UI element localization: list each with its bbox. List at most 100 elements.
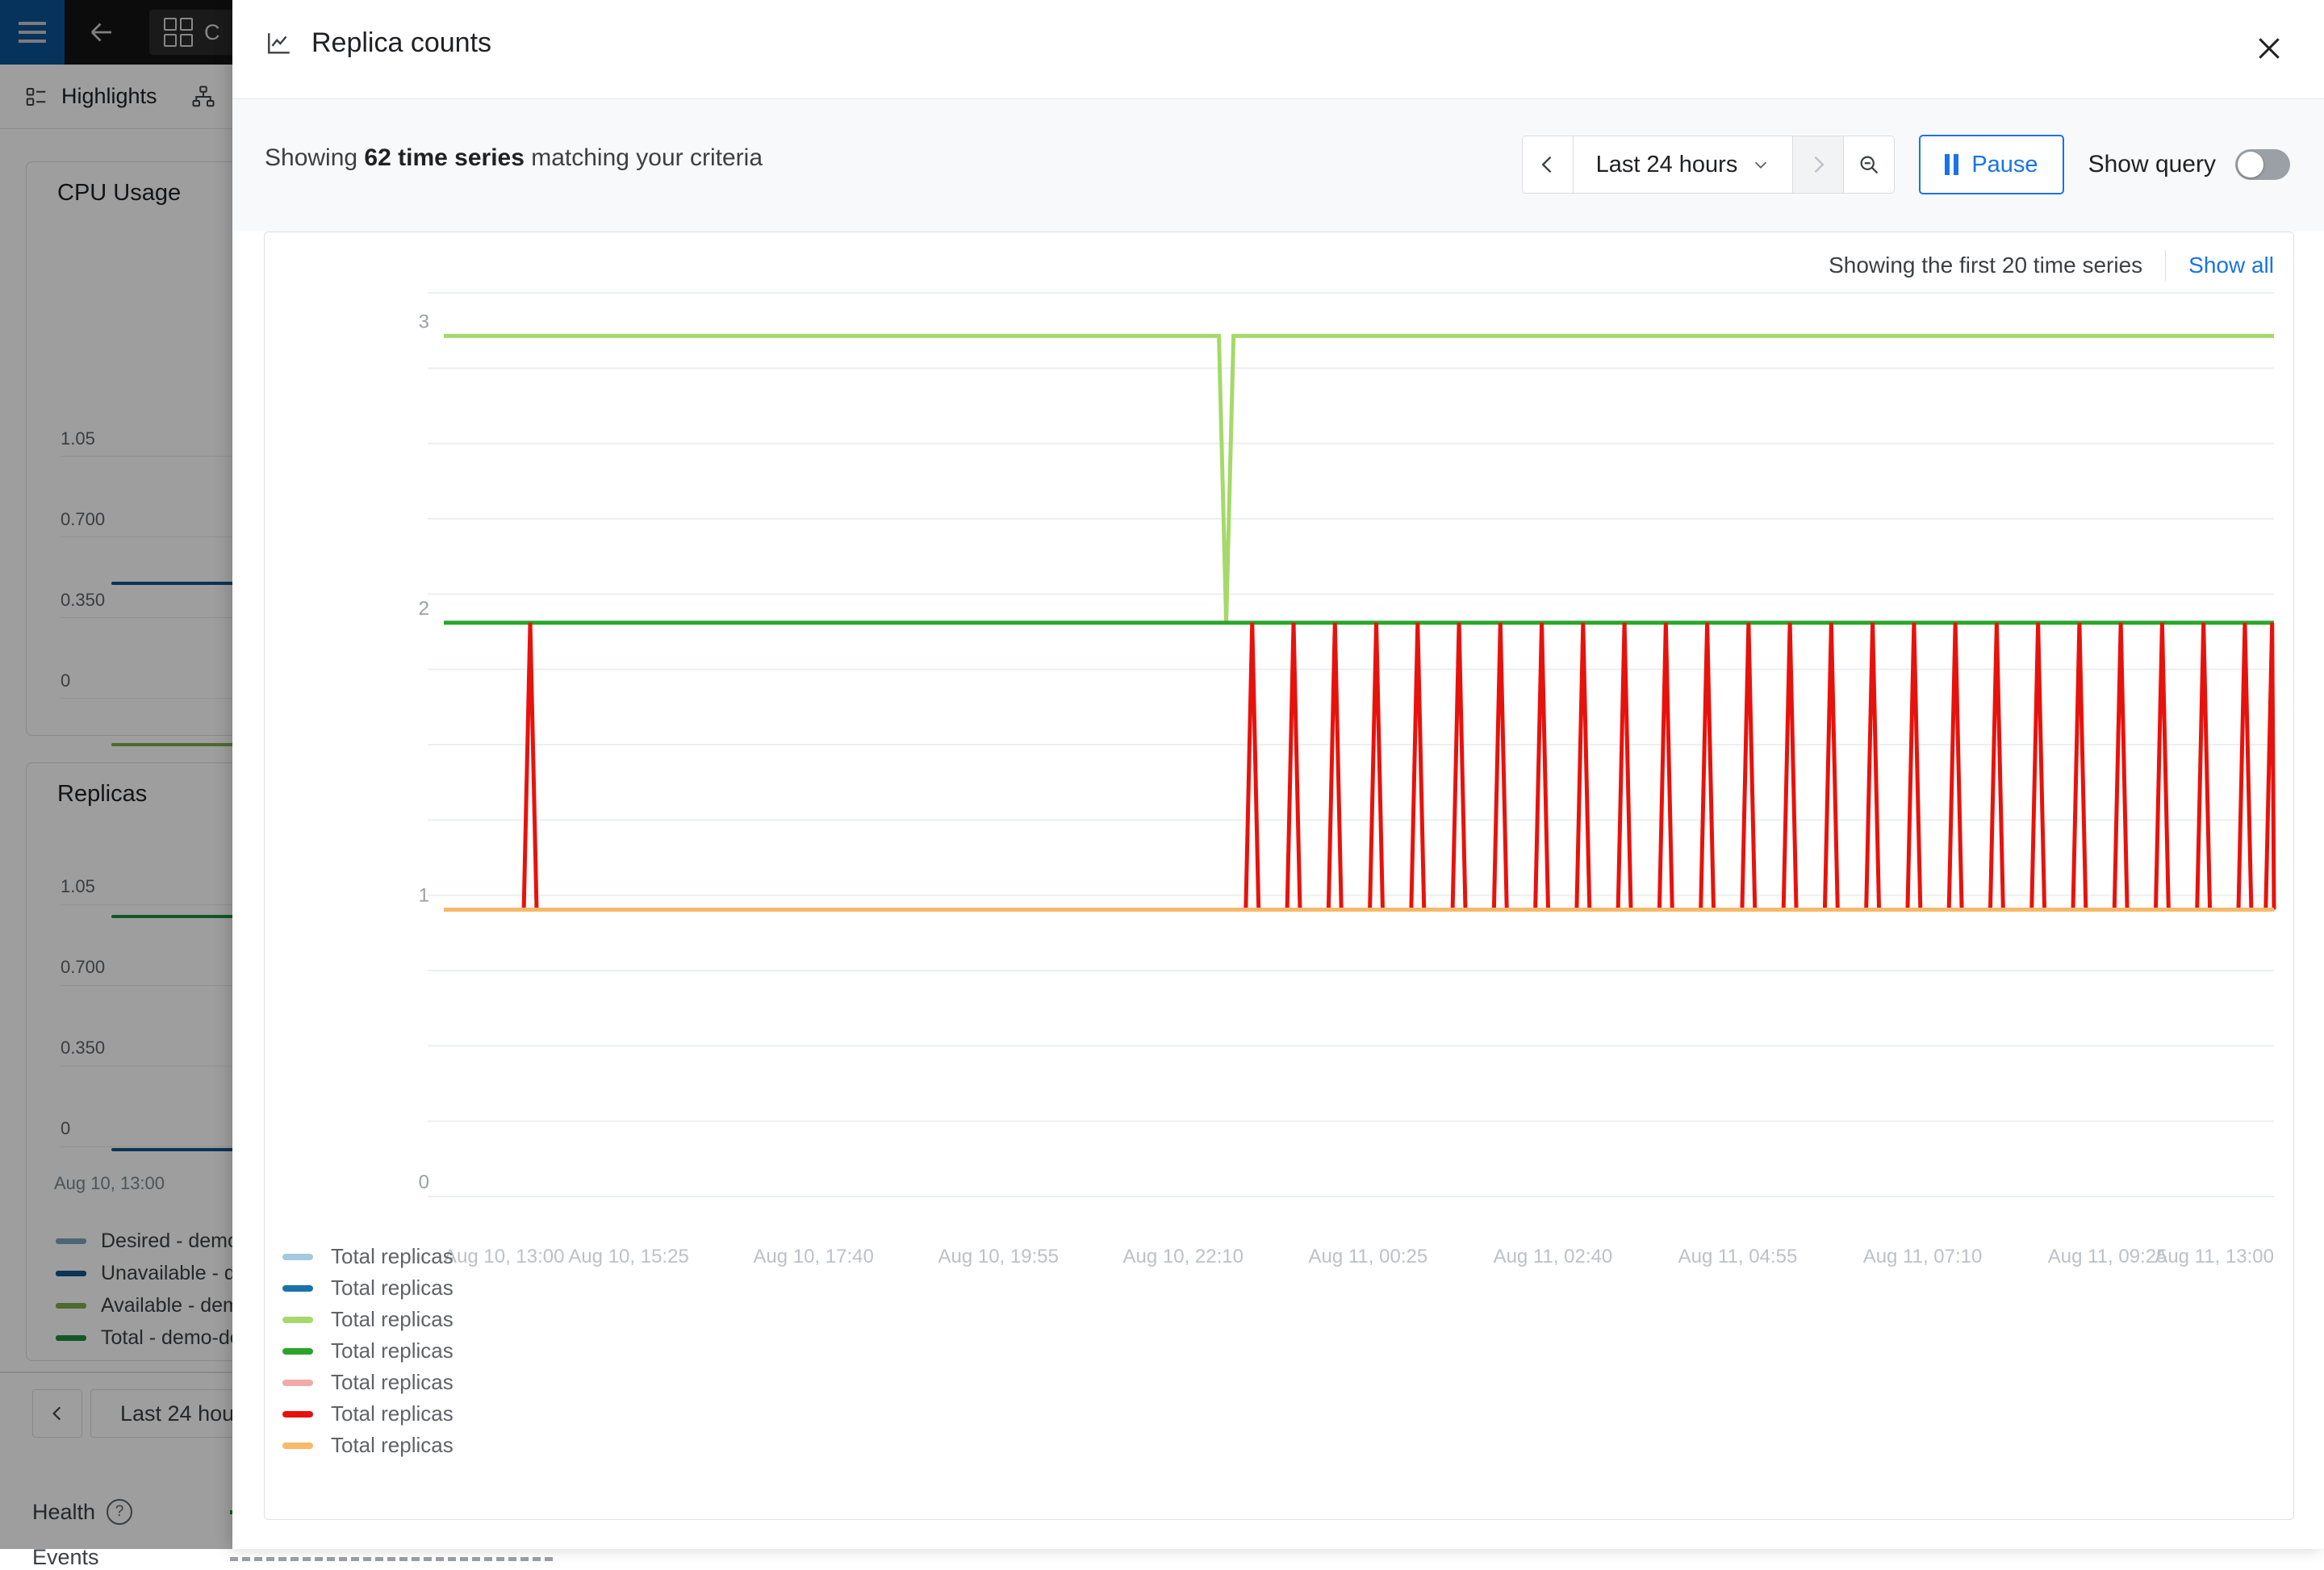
legend-item[interactable]: Unavailable - de (56, 1262, 247, 1285)
y-tick-label: 0.700 (61, 509, 106, 529)
legend-swatch (282, 1253, 313, 1260)
tab-highlights[interactable]: Highlights (24, 84, 157, 109)
legend-swatch (56, 1238, 86, 1244)
chevron-left-icon (1541, 156, 1551, 173)
x-tick-label: Aug 10, 13:00 (444, 1246, 564, 1267)
legend-label: Desired - demo- (101, 1230, 246, 1252)
legend-item[interactable]: Total replicas (282, 1272, 454, 1304)
legend-item[interactable]: Total - demo-de (56, 1326, 241, 1350)
chevron-left-icon (52, 1406, 61, 1421)
legend-swatch (56, 1303, 86, 1309)
modal-header: Replica counts (232, 0, 2324, 99)
y-tick-label: 1 (419, 884, 429, 906)
legend-label: Total replicas (331, 1244, 454, 1268)
topology-icon (192, 86, 215, 106)
y-tick-label: 1.05 (61, 876, 95, 896)
legend-swatch (282, 1284, 313, 1292)
replica-counts-plot[interactable]: 0 1 2 3 Aug 10, 13:00 Aug 10, 15:25 Aug 10, 17… (265, 232, 2293, 1519)
zoom-out-icon (1860, 156, 1879, 174)
hamburger-menu-icon[interactable] (0, 0, 65, 65)
legend-item[interactable]: Total replicas (282, 1398, 454, 1430)
zoom-out-button[interactable] (1844, 136, 1895, 193)
timerange-value: Last 24 hours (120, 1401, 253, 1426)
timerange-value: Last 24 hours (1595, 151, 1738, 177)
series-line (444, 333, 2274, 623)
page-title: Replica counts (311, 27, 492, 58)
series-line (444, 622, 2276, 912)
x-tick-label: Aug 11, 02:40 (1494, 1246, 1613, 1267)
series-summary-suffix: matching your criteria (524, 144, 763, 171)
legend-item[interactable]: Total replicas (282, 1367, 454, 1398)
x-tick-label: Aug 11, 13:00 (2155, 1246, 2274, 1267)
series-summary-count: 62 time series (364, 144, 525, 171)
legend-swatch (282, 1410, 313, 1418)
series-limit-note: Showing the first 20 time series (1829, 253, 2143, 278)
legend-swatch (56, 1271, 86, 1276)
x-tick-label: Aug 11, 07:10 (1863, 1246, 1983, 1267)
y-tick-label: 0 (61, 1118, 71, 1138)
show-all-link[interactable]: Show all (2188, 253, 2274, 278)
legend-item[interactable]: Available - demo (56, 1294, 251, 1317)
help-circle-icon[interactable]: ? (107, 1499, 133, 1525)
health-row: Health ? (32, 1499, 133, 1525)
legend-label: Available - demo (101, 1294, 251, 1317)
legend-item[interactable]: Total replicas (282, 1335, 454, 1367)
chart-legend: Total replicas Total replicas Total replic… (282, 1241, 454, 1461)
toolbar-controls: Last 24 hours Pause Show query (1521, 135, 2290, 194)
x-tick-label: Aug 11, 00:25 (1308, 1246, 1427, 1267)
health-label: Health (32, 1499, 96, 1524)
legend-label: Unavailable - de (101, 1262, 247, 1284)
y-tick-label: 3 (419, 311, 429, 332)
chart-card-header: Showing the first 20 time series Show al… (1829, 250, 2274, 281)
events-bar (230, 1557, 553, 1561)
legend-label: Total replicas (331, 1370, 454, 1394)
pause-label: Pause (1971, 151, 2038, 177)
chart-card: Showing the first 20 time series Show al… (264, 232, 2294, 1520)
legend-item[interactable]: Total replicas (282, 1430, 454, 1461)
legend-swatch (282, 1379, 313, 1386)
x-tick-label: Aug 11, 09:25 (2048, 1246, 2167, 1267)
highlights-icon (26, 87, 46, 106)
x-tick-label: Aug 10, 22:10 (1123, 1246, 1244, 1267)
legend-item[interactable]: Desired - demo- (56, 1230, 245, 1253)
tab-topology[interactable] (191, 85, 215, 109)
y-tick-label: 0.350 (61, 590, 106, 610)
show-query-toggle[interactable] (2235, 149, 2290, 180)
grid-apps-icon (164, 18, 193, 47)
timerange-group: Last 24 hours (1521, 136, 1896, 194)
y-tick-label: 0 (61, 670, 71, 691)
divider (2165, 250, 2167, 281)
modal-toolbar: Showing 62 time series matching your cri… (232, 99, 2324, 232)
series-summary: Showing 62 time series matching your cri… (265, 144, 763, 172)
prev-period-button[interactable] (1522, 136, 1574, 193)
pause-button[interactable]: Pause (1919, 135, 2064, 194)
chevron-right-icon (1815, 156, 1825, 173)
y-tick-label: 0.350 (61, 1038, 106, 1058)
app-chip[interactable]: C (149, 10, 235, 55)
legend-swatch (282, 1442, 313, 1449)
show-query-label: Show query (2088, 151, 2216, 177)
card-replicas-title: Replicas (57, 781, 148, 807)
x-tick-label: Aug 10, 13:00 (54, 1173, 165, 1193)
next-period-button[interactable] (1793, 136, 1845, 193)
y-tick-label: 2 (419, 598, 429, 620)
chevron-down-icon (1755, 161, 1767, 169)
x-tick-label: Aug 10, 15:25 (568, 1246, 688, 1267)
legend-item[interactable]: Total replicas (282, 1304, 454, 1335)
card-cpu-usage-title: CPU Usage (57, 180, 182, 206)
close-icon[interactable] (2251, 31, 2287, 66)
x-tick-label: Aug 10, 19:55 (938, 1246, 1058, 1267)
legend-item[interactable]: Total replicas (282, 1241, 454, 1272)
modal-title-wrap: Replica counts (265, 27, 491, 59)
x-tick-label: Aug 10, 17:40 (753, 1246, 873, 1267)
y-tick-label: 1.05 (61, 428, 95, 449)
legend-label: Total replicas (331, 1433, 454, 1457)
legend-label: Total - demo-de (101, 1326, 241, 1349)
x-tick-label: Aug 11, 04:55 (1678, 1246, 1798, 1267)
timerange-dropdown[interactable]: Last 24 hours (1574, 136, 1794, 193)
prev-period-button[interactable] (32, 1389, 82, 1438)
tab-highlights-label: Highlights (61, 84, 157, 108)
y-tick-label: 0.700 (61, 957, 106, 977)
legend-swatch (282, 1316, 313, 1323)
back-arrow-icon[interactable] (87, 18, 116, 47)
